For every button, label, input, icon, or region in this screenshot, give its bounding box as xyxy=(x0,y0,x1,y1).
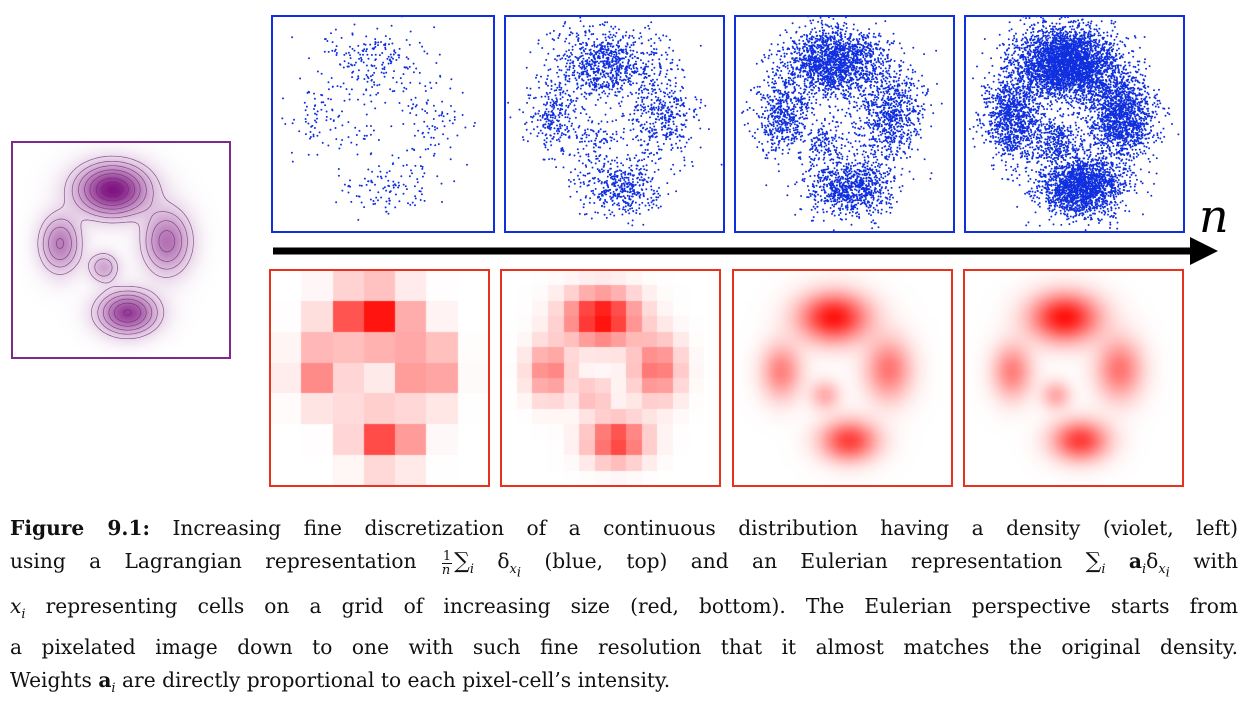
lagrangian-sample-points xyxy=(968,16,1184,232)
continuous-density-frame xyxy=(11,141,231,359)
caption-text-3: representing cells on a grid of increasi… xyxy=(45,593,1238,618)
lagrangian-frame-1 xyxy=(271,15,495,233)
caption-line-2: using a Lagrangian representation 1 n ∑i δ… xyxy=(10,548,1239,581)
caption-line-4: a pixelated image down to one with such … xyxy=(10,631,1238,664)
caption-text-5b: are directly proportional to each pixel-… xyxy=(122,667,671,692)
caption-text-2b: (blue, top) and an Eulerian representati… xyxy=(544,548,1063,573)
caption-line-5: Weights ai are directly proportional to … xyxy=(10,667,671,696)
density-contour xyxy=(101,181,124,198)
lagrangian-panel-4 xyxy=(968,16,1184,232)
lagrangian-frame-2 xyxy=(504,15,725,233)
caption-text-4: a pixelated image down to one with such … xyxy=(10,635,1238,660)
density-contour xyxy=(48,165,183,331)
density-contour xyxy=(42,160,188,335)
density-heatmap xyxy=(12,142,230,358)
lagrangian-panel-2 xyxy=(507,16,723,227)
caption-text-2a: using a Lagrangian representation xyxy=(10,548,417,573)
eulerian-frame-2 xyxy=(500,269,721,487)
density-contour xyxy=(95,177,132,316)
figure-9-1: n xyxy=(11,15,1229,487)
caption-text-5a: Weights xyxy=(10,667,92,692)
figure-caption: Figure 9.1: Increasing fine discretizati… xyxy=(10,512,1238,705)
caption-line-1: Figure 9.1: Increasing fine discretizati… xyxy=(10,512,1238,545)
caption-text-2c: with xyxy=(1193,548,1239,573)
lagrangian-frame-4 xyxy=(964,15,1185,233)
lagrangian-panel-1 xyxy=(281,16,476,221)
figure-label: Figure 9.1: xyxy=(10,516,150,540)
n-axis-label: n xyxy=(1199,189,1229,243)
eulerian-panel-4 xyxy=(964,270,1183,486)
discretization-arrow-head xyxy=(1190,237,1218,265)
caption-line-3: xi representing cells on a grid of incre… xyxy=(10,593,1238,622)
eulerian-panel-3 xyxy=(733,270,952,486)
eulerian-frame-1 xyxy=(269,269,490,487)
caption-text-1: Increasing fine discretization of a cont… xyxy=(172,516,1238,540)
continuous-density-panel xyxy=(12,142,230,358)
eulerian-panel-2 xyxy=(501,270,720,486)
lagrangian-panel-3 xyxy=(741,16,943,232)
eulerian-panel-1 xyxy=(270,270,489,486)
density-contour xyxy=(37,155,194,340)
lagrangian-sample-points xyxy=(281,16,476,221)
lagrangian-frame-3 xyxy=(734,15,955,233)
density-contour xyxy=(89,173,142,323)
eulerian-frame-4 xyxy=(963,269,1184,487)
eulerian-frame-3 xyxy=(732,269,953,487)
lagrangian-sample-points xyxy=(507,16,723,227)
density-contour xyxy=(56,169,176,327)
lagrangian-sample-points xyxy=(741,16,943,232)
